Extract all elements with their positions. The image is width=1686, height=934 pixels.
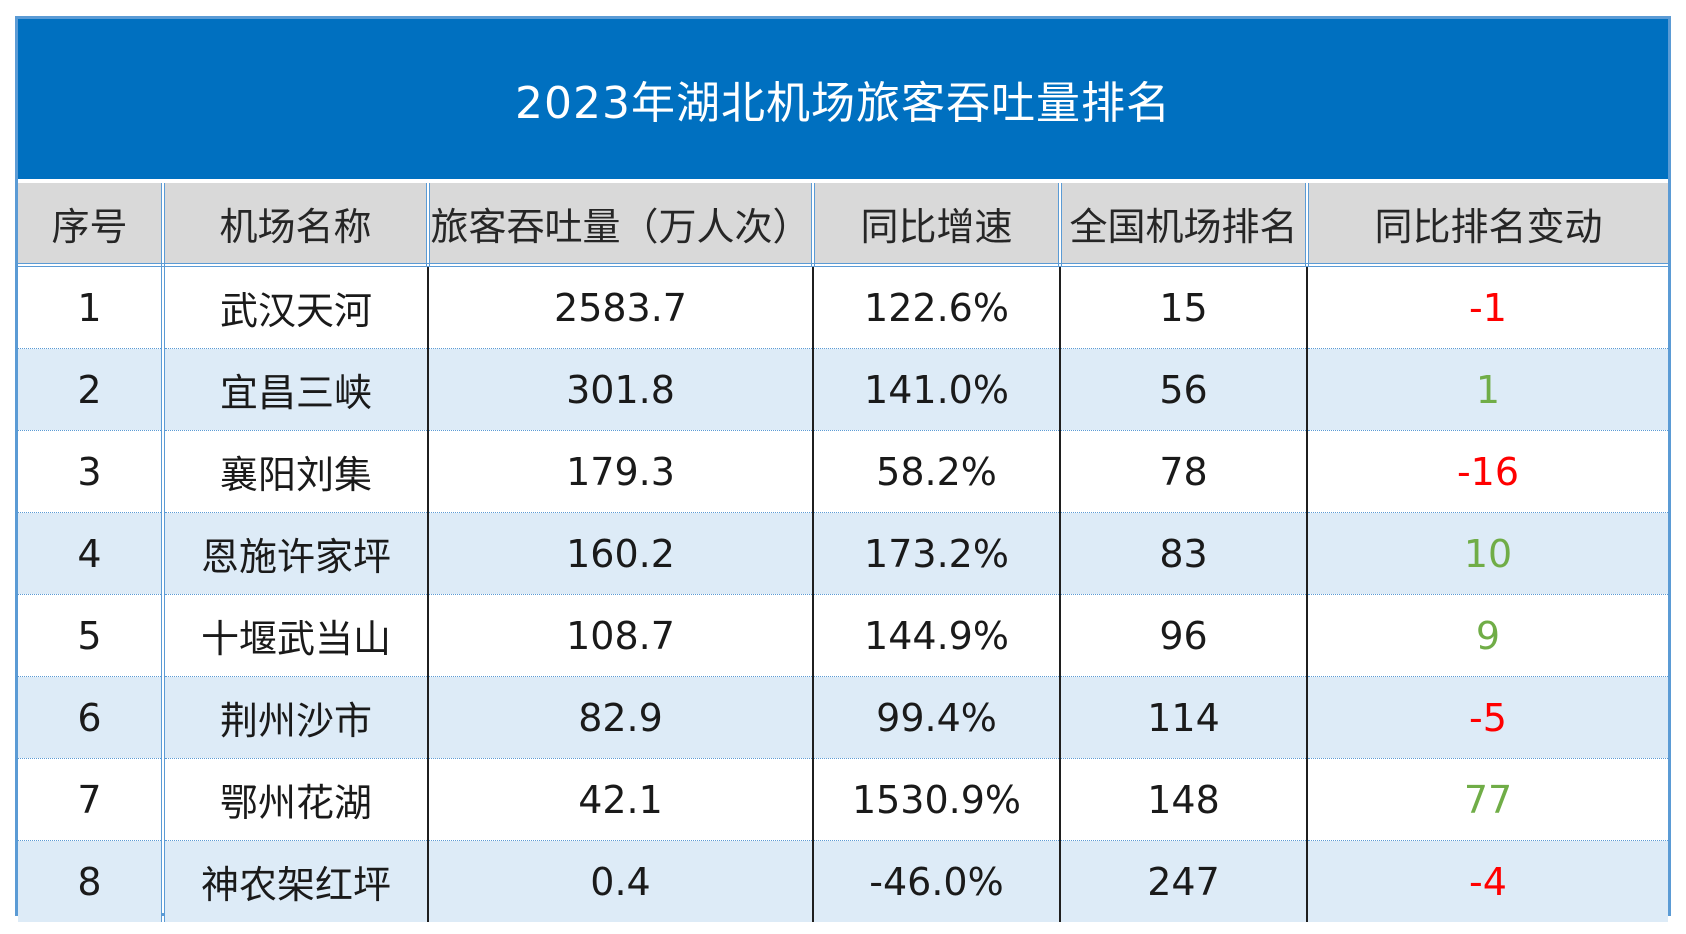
cell-throughput: 160.2 [428, 512, 814, 595]
table-row: 3 襄阳刘集 179.3 58.2% 78 -16 [18, 430, 1668, 513]
table-header: 序号 机场名称 旅客吞吐量（万人次） 同比增速 全国机场排名 同比排名变动 [18, 183, 1668, 267]
cell-index: 1 [18, 265, 165, 349]
cell-growth: 1530.9% [813, 758, 1061, 841]
cell-national-rank: 148 [1060, 758, 1308, 841]
cell-airport: 荆州沙市 [163, 676, 429, 759]
table-row: 5 十堰武当山 108.7 144.9% 96 9 [18, 594, 1668, 677]
cell-index: 2 [18, 348, 165, 431]
cell-growth: 144.9% [813, 594, 1061, 677]
cell-index: 8 [18, 840, 165, 922]
cell-throughput: 82.9 [428, 676, 814, 759]
cell-throughput: 0.4 [428, 840, 814, 922]
table-row: 2 宜昌三峡 301.8 141.0% 56 1 [18, 348, 1668, 431]
header-rank-change: 同比排名变动 [1307, 183, 1668, 267]
cell-growth: 122.6% [813, 265, 1061, 349]
cell-airport: 神农架红坪 [163, 840, 429, 922]
cell-growth: 58.2% [813, 430, 1061, 513]
cell-rank-change: -16 [1307, 430, 1668, 513]
cell-rank-change: -1 [1307, 265, 1668, 349]
cell-rank-change: -4 [1307, 840, 1668, 922]
table-row: 6 荆州沙市 82.9 99.4% 114 -5 [18, 676, 1668, 759]
cell-national-rank: 56 [1060, 348, 1308, 431]
cell-airport: 武汉天河 [163, 265, 429, 349]
cell-national-rank: 78 [1060, 430, 1308, 513]
cell-throughput: 301.8 [428, 348, 814, 431]
table-body: 1 武汉天河 2583.7 122.6% 15 -1 2 宜昌三峡 301.8 … [18, 265, 1668, 922]
cell-throughput: 108.7 [428, 594, 814, 677]
cell-index: 5 [18, 594, 165, 677]
cell-national-rank: 114 [1060, 676, 1308, 759]
table-row: 8 神农架红坪 0.4 -46.0% 247 -4 [18, 840, 1668, 922]
cell-rank-change: 10 [1307, 512, 1668, 595]
cell-national-rank: 247 [1060, 840, 1308, 922]
cell-airport: 十堰武当山 [163, 594, 429, 677]
header-airport-name: 机场名称 [163, 183, 430, 267]
airport-ranking-table: 序号 机场名称 旅客吞吐量（万人次） 同比增速 全国机场排名 同比排名变动 1 … [18, 183, 1668, 922]
table-row: 4 恩施许家坪 160.2 173.2% 83 10 [18, 512, 1668, 595]
cell-growth: -46.0% [813, 840, 1061, 922]
cell-rank-change: 1 [1307, 348, 1668, 431]
cell-growth: 99.4% [813, 676, 1061, 759]
cell-national-rank: 96 [1060, 594, 1308, 677]
cell-index: 7 [18, 758, 165, 841]
cell-airport: 襄阳刘集 [163, 430, 429, 513]
cell-index: 6 [18, 676, 165, 759]
cell-growth: 141.0% [813, 348, 1061, 431]
cell-index: 4 [18, 512, 165, 595]
cell-airport: 恩施许家坪 [163, 512, 429, 595]
cell-throughput: 42.1 [428, 758, 814, 841]
cell-rank-change: 77 [1307, 758, 1668, 841]
cell-growth: 173.2% [813, 512, 1061, 595]
cell-rank-change: 9 [1307, 594, 1668, 677]
ranking-table-card: 2023年湖北机场旅客吞吐量排名 序号 机场名称 旅客吞吐量（万人次） 同比增速… [15, 16, 1671, 922]
cell-rank-change: -5 [1307, 676, 1668, 759]
cell-airport: 鄂州花湖 [163, 758, 429, 841]
cell-airport: 宜昌三峡 [163, 348, 429, 431]
header-yoy-growth: 同比增速 [813, 183, 1062, 267]
table-row: 1 武汉天河 2583.7 122.6% 15 -1 [18, 265, 1668, 349]
cell-national-rank: 15 [1060, 265, 1308, 349]
header-index: 序号 [18, 183, 165, 267]
table-row: 7 鄂州花湖 42.1 1530.9% 148 77 [18, 758, 1668, 841]
cell-index: 3 [18, 430, 165, 513]
header-passenger-throughput: 旅客吞吐量（万人次） [428, 183, 815, 267]
header-national-rank: 全国机场排名 [1060, 183, 1309, 267]
table-title: 2023年湖北机场旅客吞吐量排名 [18, 19, 1668, 179]
cell-national-rank: 83 [1060, 512, 1308, 595]
cell-throughput: 179.3 [428, 430, 814, 513]
cell-throughput: 2583.7 [428, 265, 814, 349]
header-row: 序号 机场名称 旅客吞吐量（万人次） 同比增速 全国机场排名 同比排名变动 [18, 183, 1668, 267]
